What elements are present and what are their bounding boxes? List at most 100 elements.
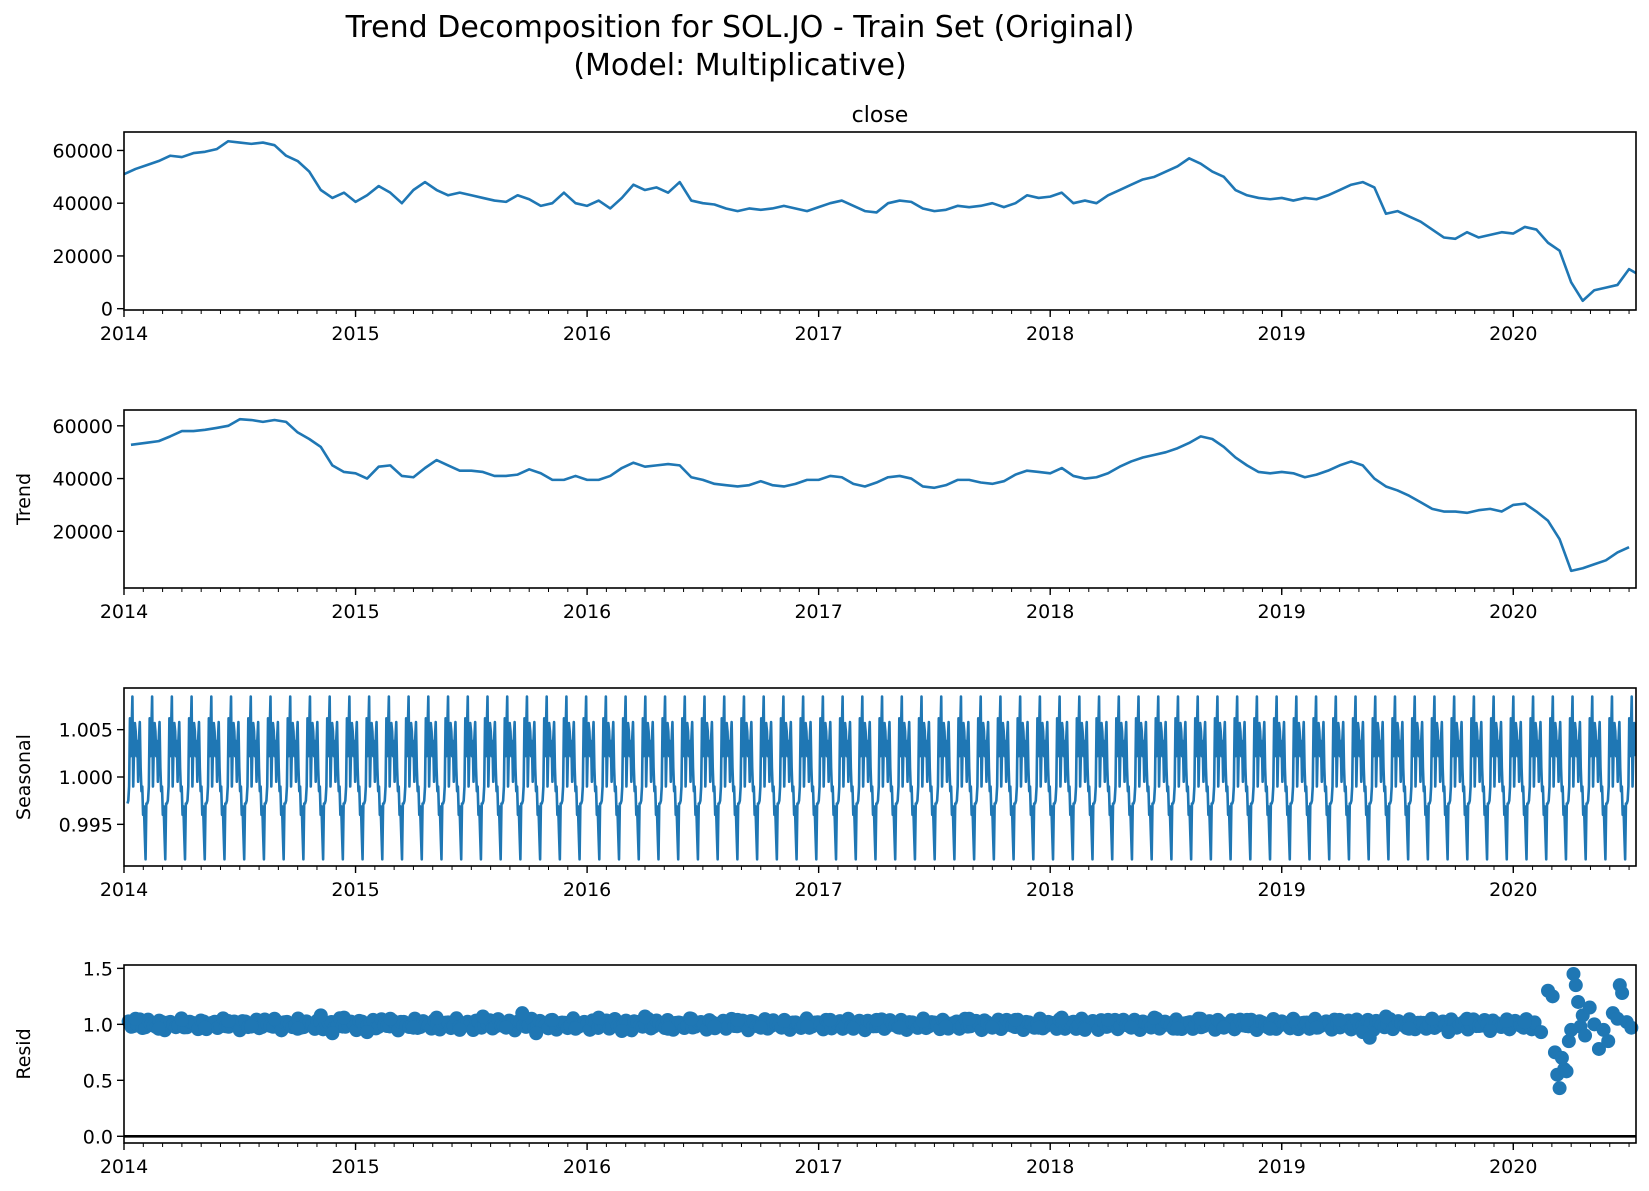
resid-point [1624,1020,1639,1035]
resid-point [938,1019,953,1034]
resid-point [1378,1009,1393,1024]
close-xtick-label: 2020 [1489,323,1537,345]
resid-point [1286,1011,1301,1026]
trend-ytick-label: 20000 [53,521,113,543]
close-xtick-label: 2015 [331,323,379,345]
resid-point [1582,1000,1597,1015]
seasonal-series-line [126,695,1636,861]
resid-point [244,1019,259,1034]
close-xtick-label: 2016 [563,323,611,345]
resid-point [429,1010,444,1025]
resid-point [1309,1020,1324,1035]
close-ytick-label: 40000 [53,193,113,215]
resid-point [1008,1012,1023,1027]
resid-ytick-label: 1.0 [83,1014,113,1036]
seasonal-xtick-label: 2018 [1026,879,1074,901]
resid-point [1425,1011,1440,1026]
resid-ytick-label: 0.5 [83,1070,113,1092]
resid-point [800,1019,815,1034]
seasonal-xtick-label: 2015 [331,879,379,901]
seasonal-xtick-label: 2020 [1489,879,1537,901]
resid-point [452,1022,467,1037]
seasonal-ytick-label: 0.995 [59,814,113,836]
resid-xtick-label: 2015 [331,1156,379,1178]
seasonal-xtick-label: 2016 [563,879,611,901]
resid-xtick-label: 2018 [1026,1156,1074,1178]
resid-point [1554,1050,1569,1065]
resid-point [776,1013,791,1028]
resid-xtick-label: 2017 [794,1156,842,1178]
trend-axes-frame [123,409,1637,589]
resid-point [1591,1041,1606,1056]
resid-point [1459,1011,1474,1026]
close-axes-frame [123,131,1637,311]
resid-point [1216,1020,1231,1035]
resid-point [823,1012,838,1027]
trend-ylabel: Trend [13,473,35,526]
resid-point [753,1020,768,1035]
resid-point [892,1020,907,1035]
resid-point [1615,985,1630,1000]
resid-point [684,1011,699,1026]
resid-point [1402,1021,1417,1036]
resid-point [221,1013,236,1028]
seasonal-xtick-label: 2014 [100,879,148,901]
resid-point [591,1010,606,1025]
seasonal-ytick-label: 1.005 [59,720,113,742]
figure-title-line-2: (Model: Multiplicative) [573,48,907,83]
resid-point [325,1026,340,1041]
resid-point [198,1020,213,1035]
resid-point [1571,994,1586,1009]
resid-point [128,1011,143,1026]
resid-xtick-label: 2020 [1489,1156,1537,1178]
resid-ytick-label: 0.0 [83,1126,113,1148]
resid-point [545,1012,560,1027]
resid-point [475,1009,490,1024]
trend-ytick-label: 60000 [53,416,113,438]
trend-ytick-label: 40000 [53,469,113,491]
resid-point [406,1020,421,1035]
resid-point [614,1024,629,1039]
close-xtick-label: 2019 [1258,323,1306,345]
resid-point [869,1012,884,1027]
resid-point [174,1012,189,1027]
close-xtick-label: 2014 [100,323,148,345]
resid-point [1578,1028,1593,1043]
seasonal-ylabel: Seasonal [13,734,35,820]
resid-point [1552,1081,1567,1096]
seasonal-xtick-label: 2019 [1258,879,1306,901]
resid-point [1559,1064,1574,1079]
resid-point [846,1021,861,1036]
figure-title-line-1: Trend Decomposition for SOL.JO - Train S… [345,10,1135,45]
resid-point [1566,966,1581,981]
resid-point [529,1026,544,1041]
resid-ytick-label: 1.5 [83,958,113,980]
trend-xtick-label: 2015 [331,601,379,623]
trend-series-line [130,417,1630,573]
resid-point [985,1020,1000,1035]
trend-xtick-label: 2020 [1489,601,1537,623]
resid-point [1031,1020,1046,1035]
resid-xtick-label: 2019 [1258,1156,1306,1178]
resid-point [151,1021,166,1036]
resid-point [499,1020,514,1035]
resid-point [1193,1011,1208,1026]
resid-point [1263,1021,1278,1036]
seasonal-ytick-label: 1.000 [59,767,113,789]
resid-point [290,1021,305,1036]
resid-point [1124,1020,1139,1035]
resid-point [383,1011,398,1026]
resid-xtick-label: 2014 [100,1156,148,1178]
close-series-line [124,139,1636,303]
seasonal-xtick-label: 2017 [794,879,842,901]
resid-point [1054,1010,1069,1025]
resid-point [1441,1025,1456,1040]
resid-point [515,1006,530,1021]
resid-point [1596,1022,1611,1037]
resid-point [267,1011,282,1026]
resid-point [707,1019,722,1034]
trend-xtick-label: 2016 [563,601,611,623]
close-ytick-label: 0 [101,299,113,321]
close-panel-title: close [852,103,909,128]
